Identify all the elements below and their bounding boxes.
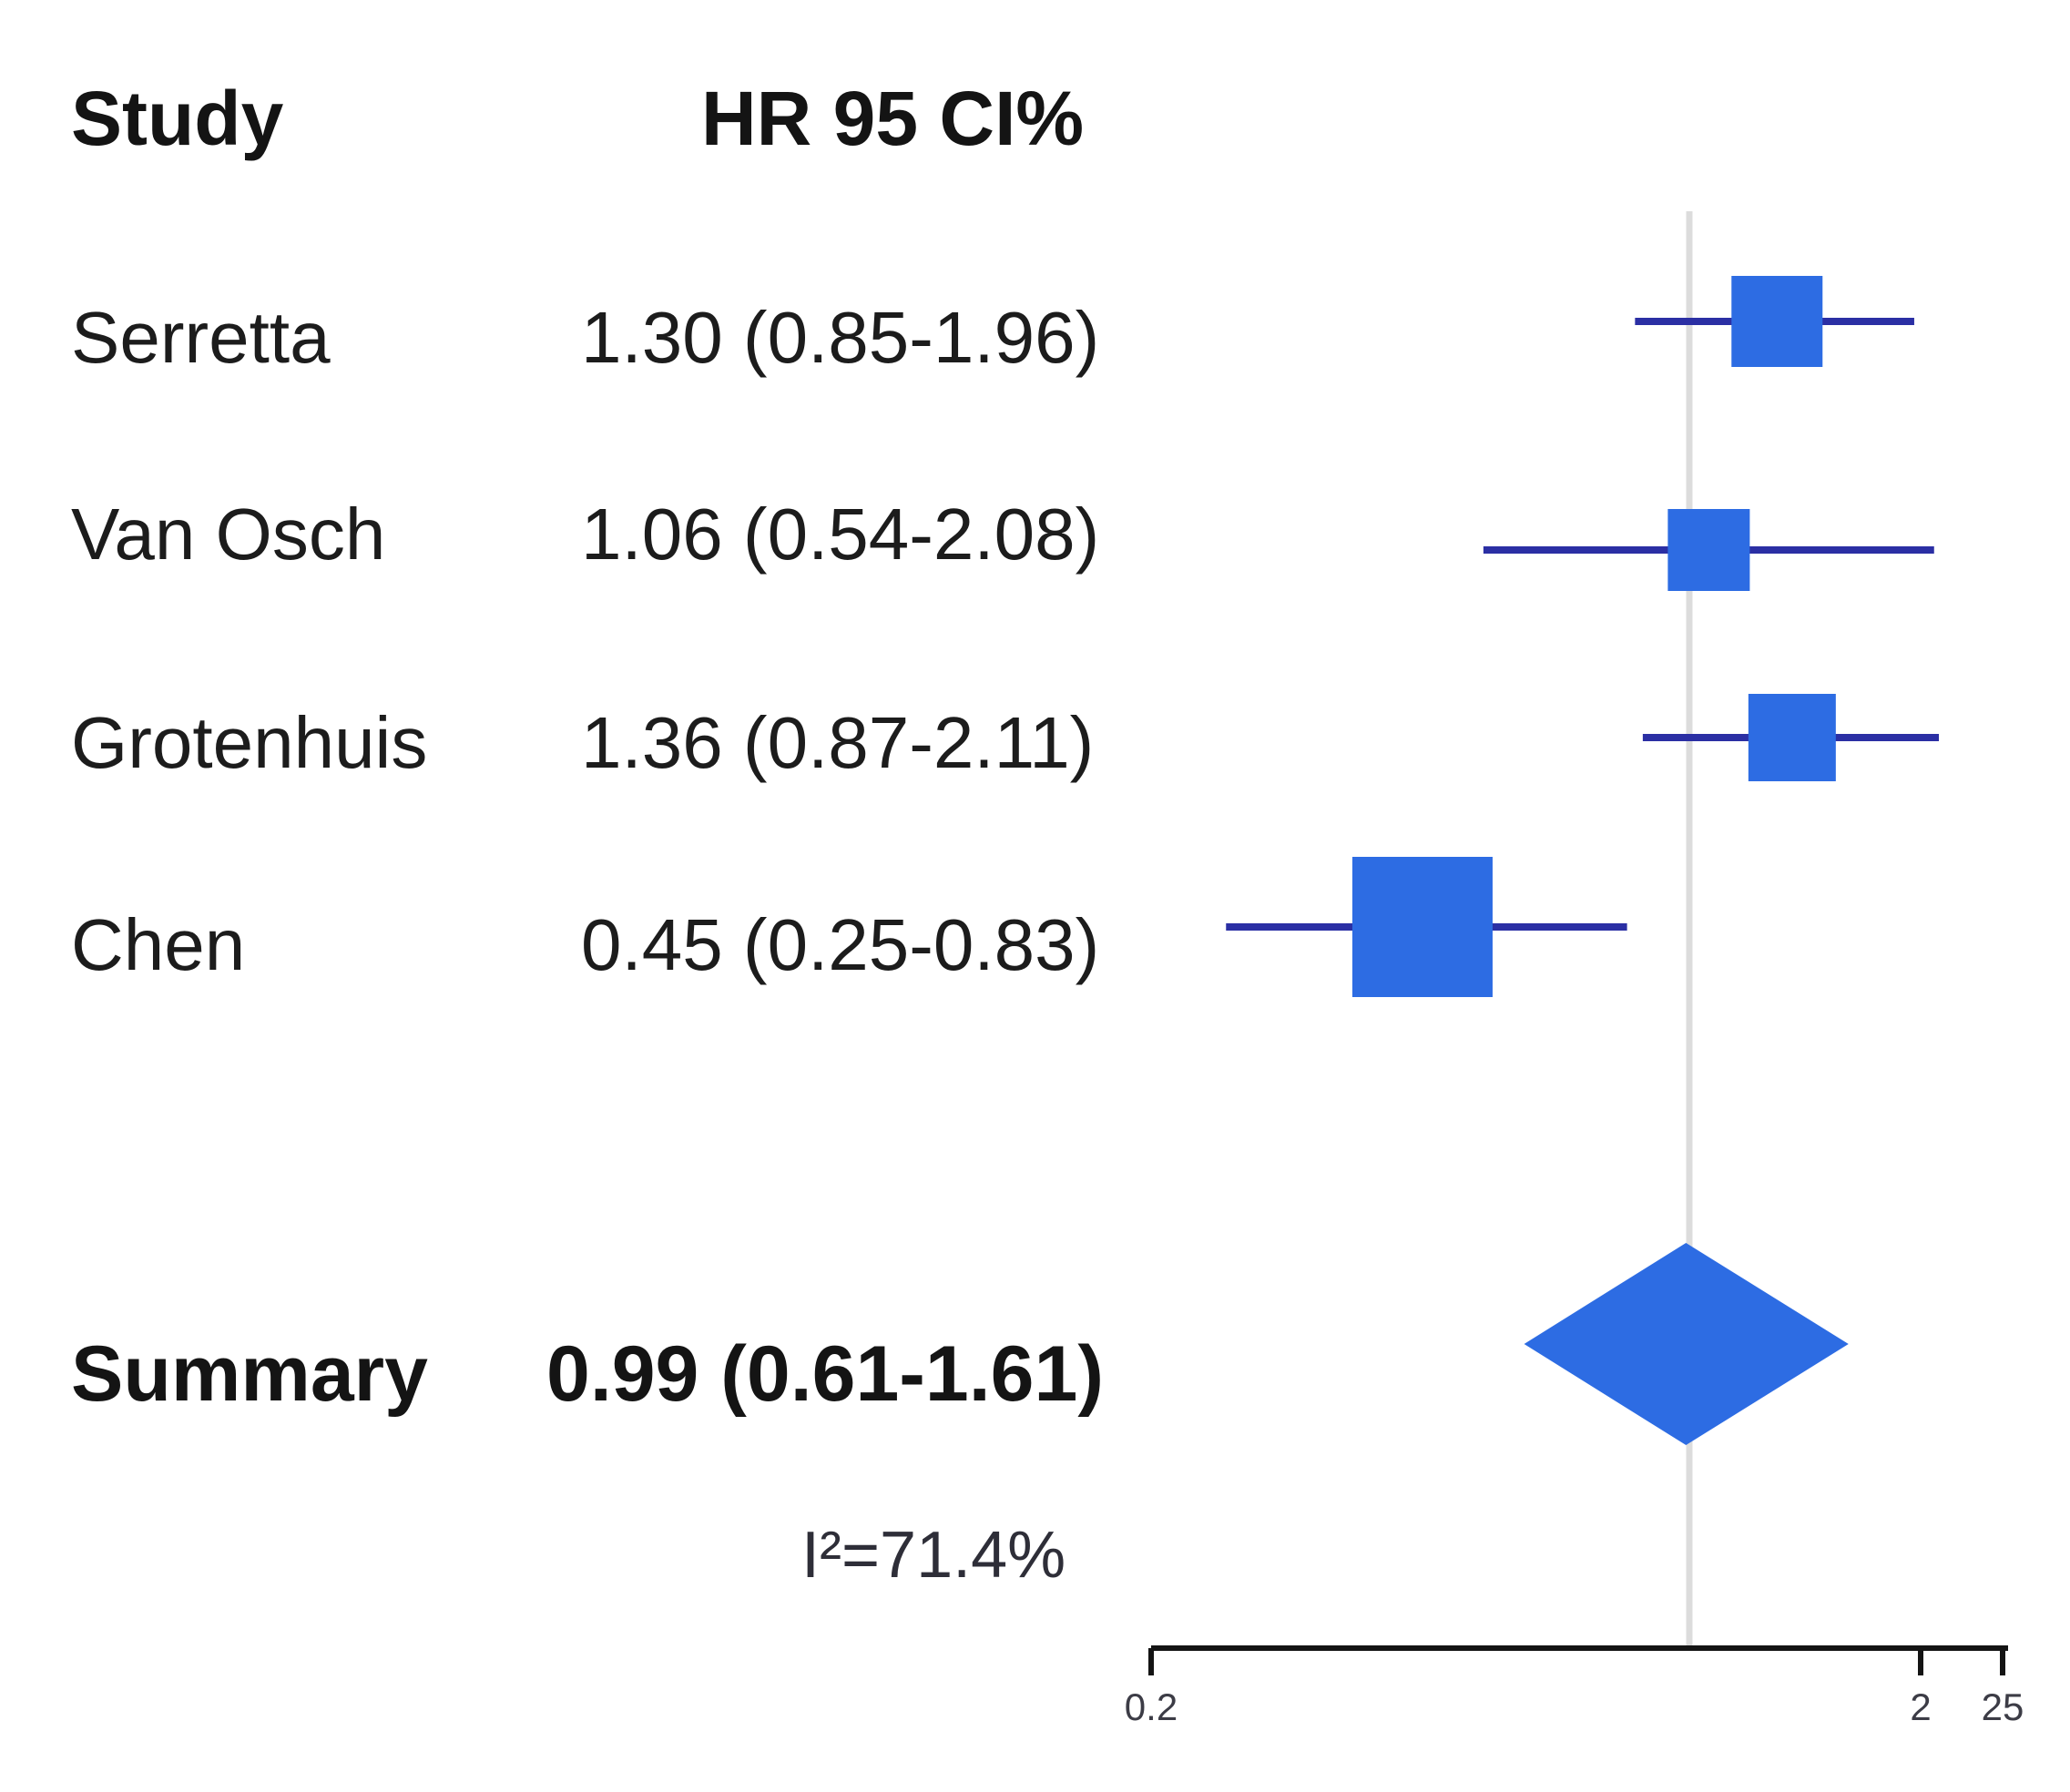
- study-name-grotenhuis: Grotenhuis: [71, 702, 428, 783]
- summary-diamond: [1524, 1243, 1849, 1445]
- hr-ci-value-serretta: 1.30 (0.85-1.96): [581, 297, 1100, 378]
- hr-square-Grotenhuis: [1748, 694, 1836, 781]
- study-column-header: Study: [71, 76, 284, 161]
- hr-ci-value-van-osch: 1.06 (0.54-2.08): [581, 494, 1100, 575]
- x-axis-tick-label-25: 25: [1981, 1685, 2024, 1728]
- study-name-chen: Chen: [71, 904, 246, 985]
- summary-hr-ci-value: 0.99 (0.61-1.61): [546, 1330, 1104, 1418]
- x-axis-tick-label-0.2: 0.2: [1124, 1685, 1178, 1728]
- hr-square-Van Osch: [1667, 509, 1750, 591]
- hr-ci-value-grotenhuis: 1.36 (0.87-2.11): [581, 702, 1095, 783]
- x-axis-tick-label-2: 2: [1910, 1685, 1932, 1728]
- heterogeneity-statistic: I²=71.4%: [801, 1519, 1066, 1592]
- study-name-van-osch: Van Osch: [71, 494, 386, 575]
- hr-ci-value-chen: 0.45 (0.25-0.83): [581, 904, 1100, 985]
- hr-square-Chen: [1351, 857, 1493, 997]
- summary-row-label: Summary: [71, 1330, 428, 1418]
- study-name-serretta: Serretta: [71, 297, 331, 378]
- hr-square-Serretta: [1731, 276, 1823, 367]
- hr-ci-column-header: HR 95 CI%: [701, 76, 1085, 161]
